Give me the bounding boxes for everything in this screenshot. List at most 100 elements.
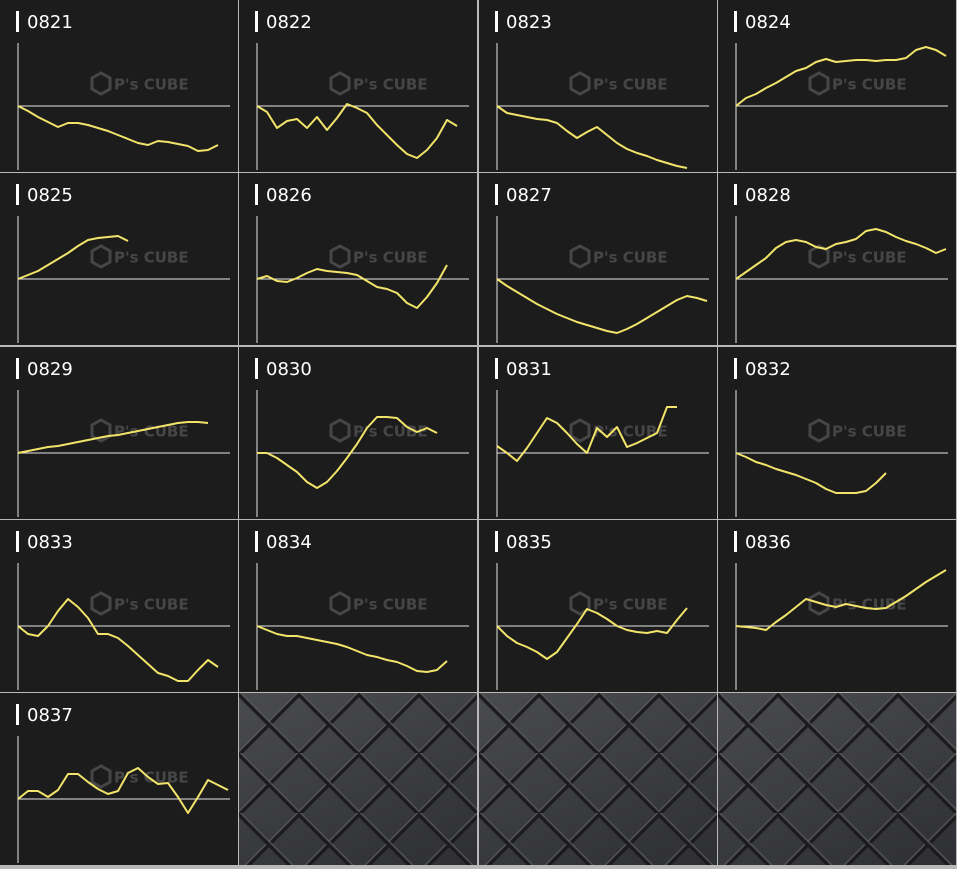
chart: P's CUBE 0826 bbox=[255, 184, 469, 343]
data-line bbox=[496, 406, 677, 462]
watermark: P's CUBE bbox=[90, 764, 189, 789]
data-line bbox=[256, 625, 448, 673]
chart-panel: P's CUBE 0825 bbox=[0, 173, 238, 345]
chart-panel: P's CUBE 0824 bbox=[718, 0, 956, 172]
watermark: P's CUBE bbox=[569, 244, 668, 269]
title-bar bbox=[495, 11, 498, 32]
title-bar bbox=[16, 11, 19, 32]
chart: P's CUBE 0827 bbox=[495, 184, 709, 343]
watermark-text: P's CUBE bbox=[832, 423, 907, 441]
title-bar bbox=[16, 184, 19, 205]
data-line bbox=[17, 421, 209, 454]
data-line bbox=[496, 278, 708, 334]
watermark-text: P's CUBE bbox=[114, 76, 189, 94]
title-bar bbox=[16, 358, 19, 379]
watermark: P's CUBE bbox=[808, 591, 907, 616]
watermark-text: P's CUBE bbox=[593, 76, 668, 94]
chart-panel: P's CUBE 0833 bbox=[0, 520, 238, 692]
chart: P's CUBE 0828 bbox=[734, 184, 948, 343]
chart: P's CUBE 0829 bbox=[16, 358, 230, 517]
watermark-text: P's CUBE bbox=[593, 423, 668, 441]
chart: P's CUBE 0824 bbox=[734, 11, 948, 170]
title-bar bbox=[255, 11, 258, 32]
chart: P's CUBE 0833 bbox=[16, 531, 230, 690]
texture-tile bbox=[718, 693, 956, 865]
watermark: P's CUBE bbox=[90, 244, 189, 269]
texture-tile bbox=[239, 693, 477, 865]
watermark-logo bbox=[329, 244, 351, 269]
watermark-logo bbox=[329, 591, 351, 616]
watermark-text: P's CUBE bbox=[832, 596, 907, 614]
chart: P's CUBE 0836 bbox=[734, 531, 948, 690]
data-line bbox=[256, 103, 458, 159]
watermark-logo bbox=[90, 244, 112, 269]
watermark-logo bbox=[808, 71, 830, 96]
chart-panel: P's CUBE 0835 bbox=[479, 520, 717, 692]
data-line bbox=[496, 607, 688, 660]
chart-title: 0825 bbox=[27, 185, 73, 206]
chart-panel: P's CUBE 0832 bbox=[718, 347, 956, 519]
data-line bbox=[17, 767, 229, 814]
watermark-text: P's CUBE bbox=[593, 596, 668, 614]
watermark: P's CUBE bbox=[569, 71, 668, 96]
watermark: P's CUBE bbox=[808, 418, 907, 443]
chart-title: 0823 bbox=[506, 12, 552, 33]
watermark-text: P's CUBE bbox=[353, 76, 428, 94]
watermark-text: P's CUBE bbox=[593, 249, 668, 267]
title-bar bbox=[255, 531, 258, 552]
chart-panel: P's CUBE 0829 bbox=[0, 347, 238, 519]
title-bar bbox=[734, 358, 737, 379]
chart-panel: P's CUBE 0823 bbox=[479, 0, 717, 172]
title-bar bbox=[495, 531, 498, 552]
chart-title: 0832 bbox=[745, 359, 791, 380]
chart-title: 0829 bbox=[27, 359, 73, 380]
chart: P's CUBE 0831 bbox=[495, 358, 709, 517]
chart: P's CUBE 0822 bbox=[255, 11, 469, 170]
chart-panel: P's CUBE 0837 bbox=[0, 693, 238, 865]
watermark-logo bbox=[569, 244, 591, 269]
chart: P's CUBE 0832 bbox=[734, 358, 948, 517]
chart: P's CUBE 0821 bbox=[16, 11, 230, 170]
watermark-logo bbox=[90, 71, 112, 96]
data-line bbox=[17, 235, 129, 280]
chart-panel: P's CUBE 0828 bbox=[718, 173, 956, 345]
chart-title: 0822 bbox=[266, 12, 312, 33]
watermark-logo bbox=[808, 591, 830, 616]
watermark-logo bbox=[329, 418, 351, 443]
title-bar bbox=[255, 358, 258, 379]
chart-title: 0821 bbox=[27, 12, 73, 33]
chart: P's CUBE 0835 bbox=[495, 531, 709, 690]
chart-panel: P's CUBE 0834 bbox=[239, 520, 477, 692]
watermark: P's CUBE bbox=[329, 591, 428, 616]
chart-title: 0828 bbox=[745, 185, 791, 206]
chart-panel: P's CUBE 0836 bbox=[718, 520, 956, 692]
chart: P's CUBE 0837 bbox=[16, 704, 230, 863]
watermark-logo bbox=[569, 418, 591, 443]
data-line bbox=[496, 105, 688, 169]
data-line bbox=[735, 46, 947, 107]
watermark: P's CUBE bbox=[808, 244, 907, 269]
chart-title: 0836 bbox=[745, 532, 791, 553]
chart-panel: P's CUBE 0830 bbox=[239, 347, 477, 519]
watermark-logo bbox=[90, 764, 112, 789]
chart: P's CUBE 0834 bbox=[255, 531, 469, 690]
watermark: P's CUBE bbox=[90, 591, 189, 616]
title-bar bbox=[734, 184, 737, 205]
chart-title: 0830 bbox=[266, 359, 312, 380]
watermark-text: P's CUBE bbox=[114, 423, 189, 441]
title-bar bbox=[16, 531, 19, 552]
chart-title: 0824 bbox=[745, 12, 791, 33]
watermark-text: P's CUBE bbox=[832, 76, 907, 94]
chart-title: 0827 bbox=[506, 185, 552, 206]
watermark-text: P's CUBE bbox=[114, 596, 189, 614]
chart-title: 0835 bbox=[506, 532, 552, 553]
chart-title: 0826 bbox=[266, 185, 312, 206]
data-line bbox=[256, 264, 448, 309]
watermark-text: P's CUBE bbox=[832, 249, 907, 267]
chart-panel: P's CUBE 0821 bbox=[0, 0, 238, 172]
chart: P's CUBE 0825 bbox=[16, 184, 230, 343]
data-line bbox=[257, 416, 438, 489]
watermark-logo bbox=[569, 71, 591, 96]
